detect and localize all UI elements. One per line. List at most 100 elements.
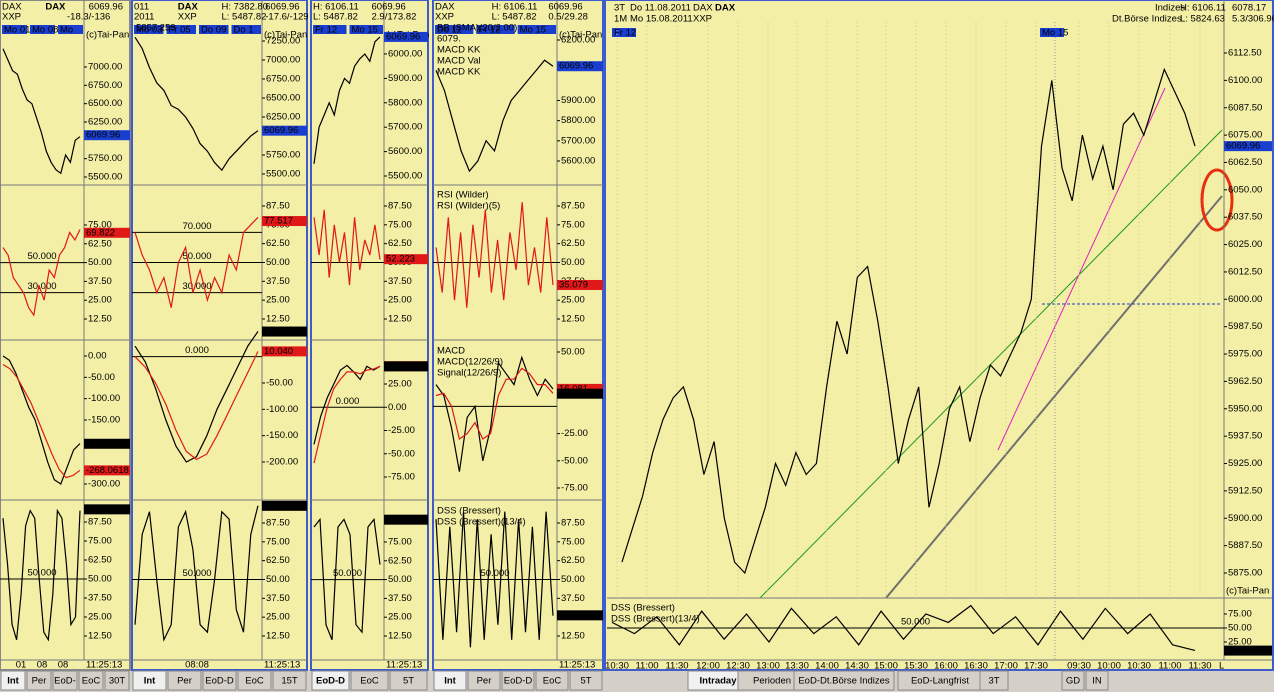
date-chip	[517, 25, 556, 34]
y-tick-label: 6012.50	[1228, 266, 1262, 277]
tab-label[interactable]: 3T	[988, 676, 999, 687]
indicator-line	[611, 604, 1196, 651]
tab-label[interactable]: EoC	[82, 676, 101, 687]
y-tick-label: 62.50	[266, 555, 290, 566]
tab-label[interactable]: 15T	[281, 676, 298, 687]
tab-label[interactable]: EoC	[245, 676, 264, 687]
y-tick-label: 87.50	[266, 201, 290, 212]
y-tick-label: -50.00	[88, 372, 115, 383]
tab-label[interactable]: Per	[177, 676, 192, 687]
tab[interactable]	[979, 670, 1009, 691]
tab[interactable]	[569, 670, 603, 691]
value-tag-label: 47.691	[264, 326, 293, 337]
y-tick-label: 6037.50	[1228, 212, 1262, 223]
y-tick-label: 6250.00	[88, 117, 122, 128]
tab[interactable]	[0, 670, 26, 691]
date-label: Mo 08	[32, 25, 58, 36]
tab-label[interactable]: Per	[477, 676, 492, 687]
header-text: DAX	[2, 2, 22, 13]
x-time-label: 08:08	[185, 660, 209, 671]
tab[interactable]	[389, 670, 428, 691]
value-tag-label: 26.228	[559, 610, 588, 621]
header-text: DAX	[45, 2, 66, 13]
tab[interactable]	[26, 670, 52, 691]
tab-label[interactable]: IN	[1092, 676, 1102, 687]
x-time-label: 14:00	[815, 661, 839, 672]
y-tick-label: 75.00	[1228, 609, 1252, 620]
y-tick-label: 5700.00	[561, 135, 595, 146]
tab[interactable]	[793, 670, 895, 691]
tab[interactable]	[501, 670, 535, 691]
y-tick-label: 6025.00	[1228, 239, 1262, 250]
tab-label[interactable]: EoD-Dt.Börse Indizes	[798, 676, 890, 687]
y-tick-label: 0.00	[88, 351, 107, 362]
tab-label[interactable]: 5T	[580, 676, 591, 687]
tab-label[interactable]: 30T	[109, 676, 126, 687]
y-tick-label: 5987.50	[1228, 321, 1262, 332]
header-text: 6069.96	[372, 2, 406, 13]
value-tag	[262, 326, 307, 337]
tab-label[interactable]: Perioden	[753, 676, 791, 687]
tab[interactable]	[1061, 670, 1085, 691]
tab[interactable]	[52, 670, 78, 691]
tab-label[interactable]: GD	[1066, 676, 1080, 687]
tab-label[interactable]: Int	[7, 676, 19, 687]
tab-label[interactable]: EoC	[360, 676, 379, 687]
y-tick-label: 50.00	[266, 574, 290, 585]
tab[interactable]	[202, 670, 237, 691]
y-tick-label: 75.00	[388, 219, 412, 230]
clock: 11:25:13	[559, 660, 595, 671]
y-tick-label: 37.50	[266, 593, 290, 604]
date-label: Mo 15	[352, 25, 378, 36]
header-text: 6078.17	[1232, 3, 1266, 14]
tab-label[interactable]: EoD-D	[205, 676, 234, 687]
header-text: 5.3/306.96	[1232, 14, 1274, 25]
value-tag	[557, 61, 603, 72]
tab-label[interactable]: EoD-	[54, 676, 76, 687]
indicator-label: MACD KK	[437, 45, 481, 56]
y-tick-label: 5600.00	[388, 146, 422, 157]
indicator-line	[313, 517, 381, 641]
tab[interactable]	[104, 670, 130, 691]
tab-label[interactable]: Intraday	[700, 676, 738, 687]
tab-label[interactable]: EoC	[543, 676, 562, 687]
tab[interactable]	[350, 670, 389, 691]
value-tag-label: 43.958	[386, 361, 415, 372]
y-tick-label: 6750.00	[88, 80, 122, 91]
header-text: DAX	[693, 3, 713, 14]
tab-label[interactable]: EoD-D	[316, 676, 345, 687]
tab-label[interactable]: 5T	[403, 676, 414, 687]
tab-label[interactable]: Int	[444, 676, 456, 687]
indicator-label: 5857.259	[136, 23, 176, 34]
header-text: 6069.96	[265, 2, 299, 13]
tab[interactable]	[311, 670, 350, 691]
y-tick-label: -75.00	[388, 472, 415, 483]
header-text: XXP	[178, 12, 197, 23]
tab[interactable]	[237, 670, 272, 691]
tab[interactable]	[167, 670, 202, 691]
tab-label[interactable]: Int	[144, 676, 156, 687]
tab[interactable]	[535, 670, 569, 691]
value-tag-label: 89.848	[386, 514, 415, 525]
header-text: 6069.96	[89, 2, 123, 13]
tab-label[interactable]: Per	[32, 676, 47, 687]
value-tag	[84, 465, 130, 476]
y-tick-label: 5912.50	[1228, 485, 1262, 496]
tab[interactable]	[132, 670, 167, 691]
tab[interactable]	[1085, 670, 1109, 691]
tab[interactable]	[78, 670, 104, 691]
tab[interactable]	[467, 670, 501, 691]
y-tick-label: 37.50	[561, 593, 585, 604]
y-tick-label: 5500.00	[388, 171, 422, 182]
header-text: XXP	[435, 12, 454, 23]
y-tick-label: 87.50	[388, 201, 412, 212]
tab[interactable]	[272, 670, 307, 691]
tab[interactable]	[433, 670, 467, 691]
copyright-note: (c)Tai-Pan	[264, 30, 307, 41]
header-text: Dt.Börse Indizes	[1112, 14, 1182, 25]
highlight-ellipse	[1200, 168, 1234, 232]
header-text: 2.9/173.82	[372, 12, 417, 23]
y-tick-label: 75.00	[561, 536, 585, 547]
tab-label[interactable]: EoD-Langfrist	[911, 676, 969, 687]
tab-label[interactable]: EoD-D	[504, 676, 533, 687]
